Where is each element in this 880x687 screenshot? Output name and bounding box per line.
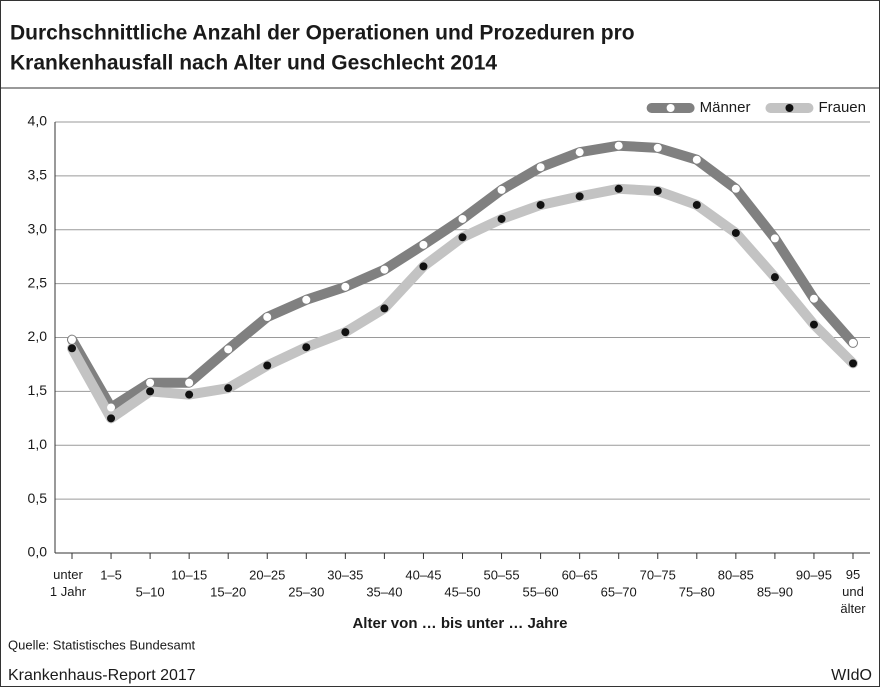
data-point bbox=[146, 378, 155, 387]
data-point bbox=[731, 184, 740, 193]
data-point bbox=[224, 384, 233, 393]
x-tick-label: 20–25 bbox=[249, 567, 285, 582]
data-point bbox=[692, 155, 701, 164]
data-point bbox=[575, 192, 584, 201]
x-tick-label: 80–85 bbox=[718, 567, 754, 582]
y-tick-label: 0,0 bbox=[28, 544, 48, 560]
data-point bbox=[692, 200, 701, 209]
x-tick-label: unter 1 Jahr bbox=[50, 567, 87, 599]
x-tick-label: 90–95 bbox=[796, 567, 832, 582]
data-point bbox=[68, 344, 76, 353]
x-tick-label: 95 und älter bbox=[840, 567, 866, 616]
x-tick-label: 50–55 bbox=[483, 567, 519, 582]
data-point bbox=[849, 359, 857, 368]
data-point bbox=[263, 361, 272, 370]
y-tick-label: 3,5 bbox=[28, 167, 48, 183]
legend-marker bbox=[785, 104, 794, 112]
data-point bbox=[653, 186, 662, 195]
data-point bbox=[731, 228, 740, 237]
data-point bbox=[107, 403, 116, 412]
data-point bbox=[68, 335, 76, 344]
data-point bbox=[458, 214, 467, 223]
data-point bbox=[302, 343, 311, 352]
data-point bbox=[263, 313, 272, 322]
legend-marker bbox=[666, 104, 675, 112]
data-point bbox=[614, 141, 623, 150]
data-point bbox=[419, 240, 428, 249]
legend-label: Frauen bbox=[818, 99, 866, 116]
data-point bbox=[380, 304, 389, 313]
x-tick-label: 85–90 bbox=[757, 584, 793, 599]
x-tick-label: 70–75 bbox=[640, 567, 676, 582]
data-point bbox=[575, 148, 584, 157]
y-tick-label: 1,0 bbox=[28, 436, 48, 452]
x-tick-label: 75–80 bbox=[679, 584, 715, 599]
data-point bbox=[185, 390, 194, 399]
data-point bbox=[536, 163, 545, 172]
x-axis-label: Alter von … bis unter … Jahre bbox=[352, 615, 567, 632]
data-point bbox=[770, 273, 779, 282]
data-point bbox=[809, 320, 818, 329]
y-tick-label: 0,5 bbox=[28, 490, 48, 506]
data-point bbox=[614, 184, 623, 193]
chart-title: Krankenhausfall nach Alter und Geschlech… bbox=[10, 52, 497, 75]
data-point bbox=[224, 345, 233, 354]
chart-title: Durchschnittliche Anzahl der Operationen… bbox=[10, 22, 635, 45]
data-point bbox=[419, 262, 428, 271]
x-tick-label: 15–20 bbox=[210, 584, 246, 599]
data-point bbox=[185, 378, 194, 387]
data-point bbox=[536, 200, 545, 209]
x-tick-label: 10–15 bbox=[171, 567, 207, 582]
data-point bbox=[302, 295, 311, 304]
data-point bbox=[341, 328, 350, 337]
x-tick-label: 30–35 bbox=[327, 567, 363, 582]
source: Quelle: Statistisches Bundesamt bbox=[8, 637, 196, 652]
footer-left: Krankenhaus-Report 2017 bbox=[8, 667, 196, 684]
x-tick-label: 1–5 bbox=[100, 567, 122, 582]
data-point bbox=[497, 185, 506, 194]
data-point bbox=[107, 414, 116, 423]
x-tick-label: 5–10 bbox=[136, 584, 165, 599]
y-tick-label: 1,5 bbox=[28, 382, 48, 398]
x-tick-label: 60–65 bbox=[562, 567, 598, 582]
data-point bbox=[653, 143, 662, 152]
data-point bbox=[380, 265, 389, 274]
legend-label: Männer bbox=[700, 99, 751, 116]
x-tick-label: 65–70 bbox=[601, 584, 637, 599]
data-point bbox=[146, 387, 155, 396]
data-point bbox=[770, 234, 779, 243]
y-tick-label: 3,0 bbox=[28, 220, 48, 236]
data-point bbox=[341, 282, 350, 291]
x-tick-label: 40–45 bbox=[405, 567, 441, 582]
x-tick-label: 35–40 bbox=[366, 584, 402, 599]
footer-right: WIdO bbox=[831, 667, 872, 684]
y-tick-label: 2,0 bbox=[28, 328, 48, 344]
data-point bbox=[458, 233, 467, 242]
x-tick-label: 45–50 bbox=[444, 584, 480, 599]
x-tick-label: 25–30 bbox=[288, 584, 324, 599]
y-tick-label: 2,5 bbox=[28, 274, 48, 290]
y-tick-label: 4,0 bbox=[28, 113, 48, 129]
data-point bbox=[809, 294, 818, 303]
data-point bbox=[849, 338, 857, 347]
x-tick-label: 55–60 bbox=[523, 584, 559, 599]
data-point bbox=[497, 214, 506, 223]
